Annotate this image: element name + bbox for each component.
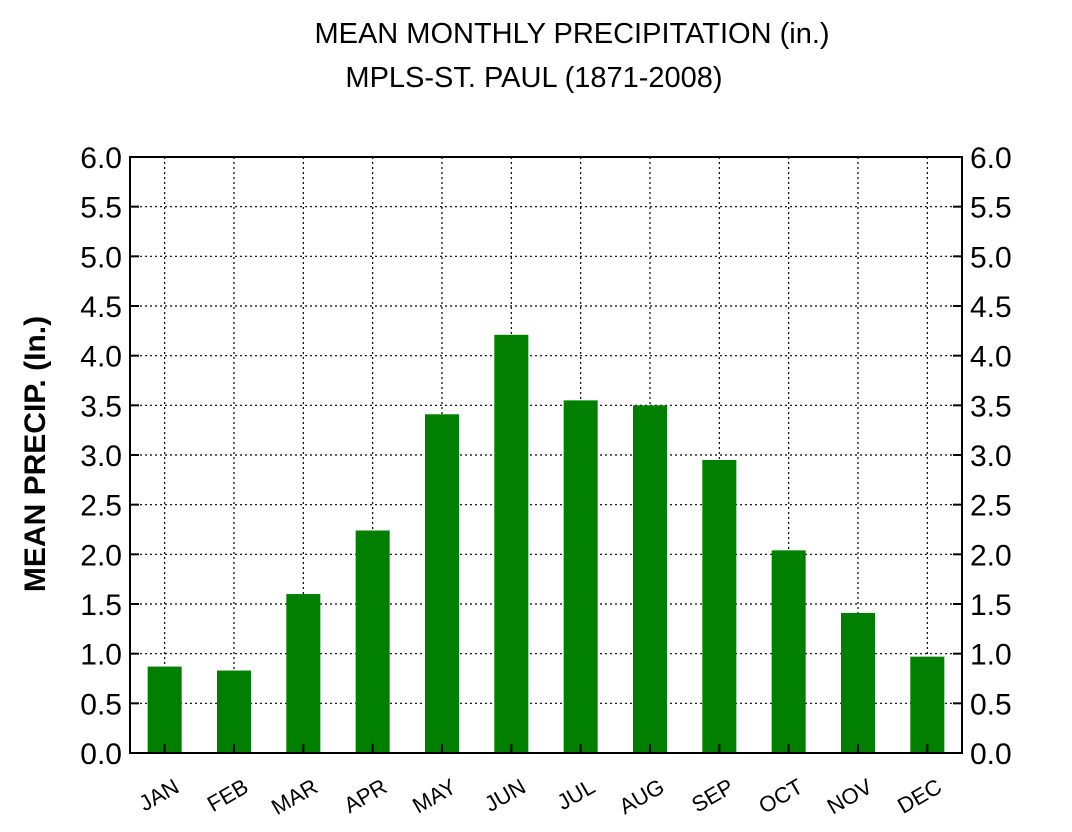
bar-jun <box>494 334 529 753</box>
chart-title: MEAN MONTHLY PRECIPITATION (in.) <box>314 18 829 50</box>
x-tick-label-oct: OCT <box>754 774 807 819</box>
bar-may <box>425 414 459 753</box>
y-tick-label-right: 2.5 <box>970 490 1012 523</box>
x-tick-label-may: MAY <box>408 774 461 819</box>
y-tick-label-left: 3.5 <box>80 390 122 423</box>
chart-subtitle: MPLS-ST. PAUL (1871-2008) <box>345 62 722 94</box>
y-tick-label-right: 5.0 <box>970 241 1012 274</box>
bar-dec <box>910 656 945 753</box>
y-tick-label-left: 4.5 <box>80 291 122 324</box>
bar-sep <box>702 459 737 753</box>
y-tick-label-right: 0.5 <box>970 688 1012 721</box>
y-tick-label-left: 0.5 <box>80 688 122 721</box>
y-tick-label-left: 2.5 <box>80 490 122 523</box>
y-tick-label-left: 4.0 <box>80 341 122 374</box>
y-tick-label-left: 5.0 <box>80 241 122 274</box>
y-tick-label-left: 1.0 <box>80 639 122 672</box>
bar-apr <box>355 530 390 753</box>
bar-aug <box>633 405 667 753</box>
y-tick-label-right: 2.0 <box>970 539 1012 572</box>
y-tick-label-right: 4.5 <box>970 291 1012 324</box>
x-tick-label-apr: APR <box>339 774 391 818</box>
x-tick-label-dec: DEC <box>893 774 946 819</box>
x-tick-label-nov: NOV <box>823 774 877 820</box>
x-tick-label-jul: JUL <box>553 774 599 815</box>
bar-feb <box>217 670 251 753</box>
y-tick-label-right: 3.0 <box>970 440 1012 473</box>
y-tick-label-left: 1.5 <box>80 589 122 622</box>
axis-ticks <box>130 156 962 754</box>
y-tick-label-left: 5.5 <box>80 192 122 225</box>
bars <box>147 334 945 753</box>
y-tick-label-left: 3.0 <box>80 440 122 473</box>
y-tick-label-right: 6.0 <box>970 142 1012 175</box>
y-tick-label-left: 0.0 <box>80 738 122 771</box>
bar-jul <box>563 400 598 753</box>
x-tick-label-aug: AUG <box>615 774 669 819</box>
y-tick-label-right: 1.0 <box>970 639 1012 672</box>
bar-oct <box>771 550 806 753</box>
y-tick-label-right: 0.0 <box>970 738 1012 771</box>
y-tick-label-right: 4.0 <box>970 341 1012 374</box>
y-axis-label: MEAN PRECIP. (In.) <box>19 316 52 592</box>
bar-jan <box>147 666 182 753</box>
x-tick-label-jan: JAN <box>135 774 183 816</box>
y-tick-label-right: 5.5 <box>970 192 1012 225</box>
y-tick-label-left: 2.0 <box>80 539 122 572</box>
x-tick-label-jun: JUN <box>480 774 530 817</box>
x-tick-label-feb: FEB <box>203 774 253 817</box>
grid-lines <box>130 157 962 753</box>
x-tick-label-sep: SEP <box>687 774 738 818</box>
y-tick-label-right: 3.5 <box>970 390 1012 423</box>
y-tick-label-right: 1.5 <box>970 589 1012 622</box>
x-tick-label-mar: MAR <box>267 774 322 820</box>
bar-mar <box>286 594 321 753</box>
y-tick-label-left: 6.0 <box>80 142 122 175</box>
bar-nov <box>841 612 875 753</box>
